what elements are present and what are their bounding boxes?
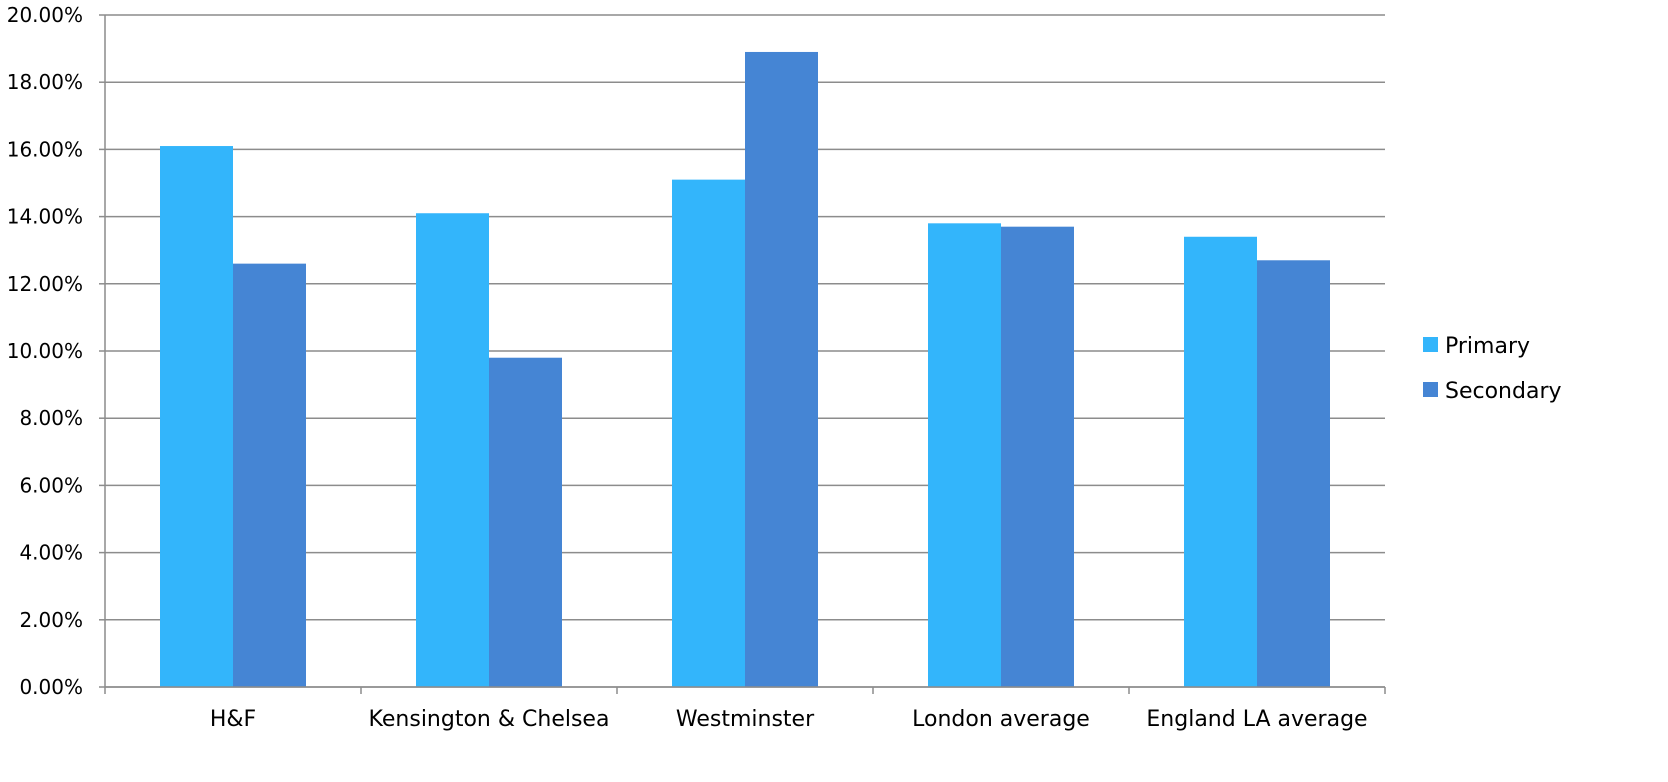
y-tick-label: 10.00% [7,339,83,363]
y-tick-label: 0.00% [19,675,83,699]
axes [104,15,1386,694]
bar-primary [416,213,489,688]
x-category-label: England LA average [1146,707,1367,732]
bar-primary [928,223,1001,687]
x-axis-labels: H&F Kensington & Chelsea Westminster London… [210,707,1368,732]
legend-label: Primary [1445,334,1530,359]
x-category-label: Westminster [676,707,815,732]
y-tick-label: 18.00% [7,70,83,94]
y-tick-label: 4.00% [19,541,83,565]
x-category-label: Kensington & Chelsea [369,707,610,732]
bar-primary [160,146,233,688]
y-tick-label: 12.00% [7,272,83,296]
bar-primary [1184,236,1257,687]
bar-primary [672,179,745,687]
bars [160,51,1330,688]
y-tick-label: 2.00% [19,608,83,632]
legend-swatch-primary [1423,337,1438,352]
bar-secondary [745,51,818,687]
bar-secondary [489,357,562,687]
y-tick-label: 20.00% [7,3,83,27]
y-tick-label: 6.00% [19,473,83,497]
y-axis-ticks: 0.00% 2.00% 4.00% 6.00% 8.00% 10.00% 12.00% 14.… [7,3,105,699]
x-category-label: H&F [210,707,256,732]
y-tick-label: 8.00% [19,406,83,430]
legend-swatch-secondary [1423,382,1438,397]
y-tick-label: 16.00% [7,137,83,161]
x-category-label: London average [912,707,1090,732]
bar-secondary [233,263,306,687]
legend-label: Secondary [1445,379,1562,404]
legend: Primary Secondary [1423,334,1562,404]
bar-secondary [1257,260,1330,687]
bar-secondary [1001,226,1074,687]
y-tick-label: 14.00% [7,205,83,229]
